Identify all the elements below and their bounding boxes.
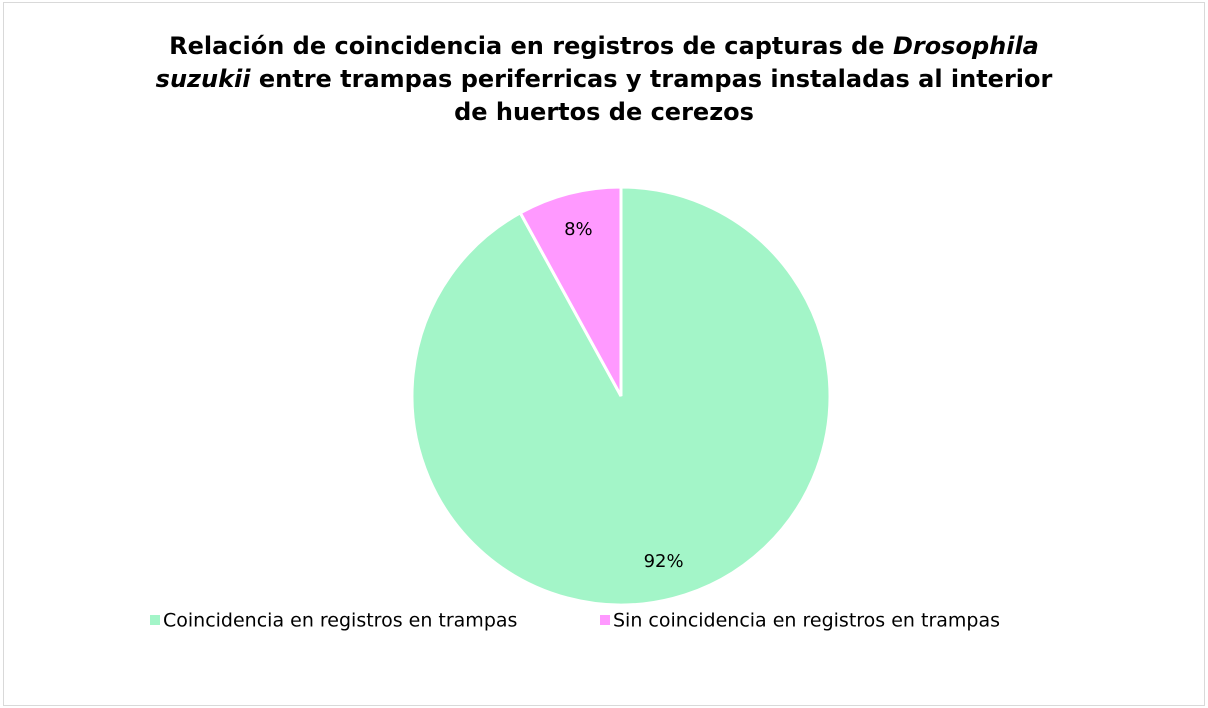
chart-title: Relación de coincidencia en registros de… xyxy=(154,30,1054,129)
title-part: Drosophila suzukii xyxy=(155,32,1039,93)
title-part: entre trampas periferricas y trampas ins… xyxy=(250,65,1053,126)
title-part: Relación de coincidencia en registros de… xyxy=(169,32,893,60)
legend-label: Sin coincidencia en registros en trampas xyxy=(613,610,1000,632)
data-label: 92% xyxy=(644,551,684,572)
chart-frame xyxy=(3,2,1205,706)
data-label: 8% xyxy=(564,219,593,240)
legend-label: Coincidencia en registros en trampas xyxy=(163,610,517,632)
legend-swatch xyxy=(600,615,610,625)
legend-swatch xyxy=(150,615,160,625)
pie-slice xyxy=(518,185,623,397)
